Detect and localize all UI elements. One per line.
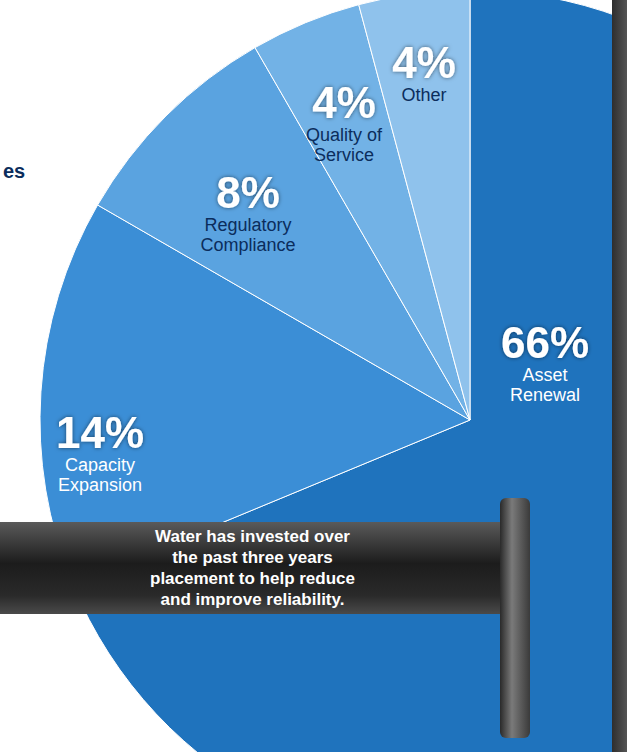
svg-text:Compliance: Compliance	[200, 235, 295, 255]
svg-text:66%: 66%	[501, 318, 589, 367]
svg-text:Renewal: Renewal	[510, 385, 580, 405]
svg-text:Capacity: Capacity	[65, 455, 135, 475]
svg-text:8%: 8%	[216, 168, 280, 217]
svg-text:Asset: Asset	[522, 365, 567, 385]
svg-text:Other: Other	[401, 85, 446, 105]
html-text:the past three years: the past three years	[172, 548, 333, 567]
html-text:and improve reliability.: and improve reliability.	[160, 590, 345, 609]
svg-text:4%: 4%	[392, 38, 456, 87]
svg-text:4%: 4%	[312, 78, 376, 127]
html-text:Water has invested over: Water has invested over	[155, 527, 350, 546]
svg-text:Quality of: Quality of	[306, 125, 383, 145]
svg-text:Service: Service	[314, 145, 374, 165]
svg-text:Expansion: Expansion	[58, 475, 142, 495]
svg-text:Regulatory: Regulatory	[204, 215, 291, 235]
html-text:es: es	[3, 160, 26, 182]
html-text:placement to help reduce: placement to help reduce	[150, 569, 355, 588]
svg-text:14%: 14%	[56, 408, 144, 457]
